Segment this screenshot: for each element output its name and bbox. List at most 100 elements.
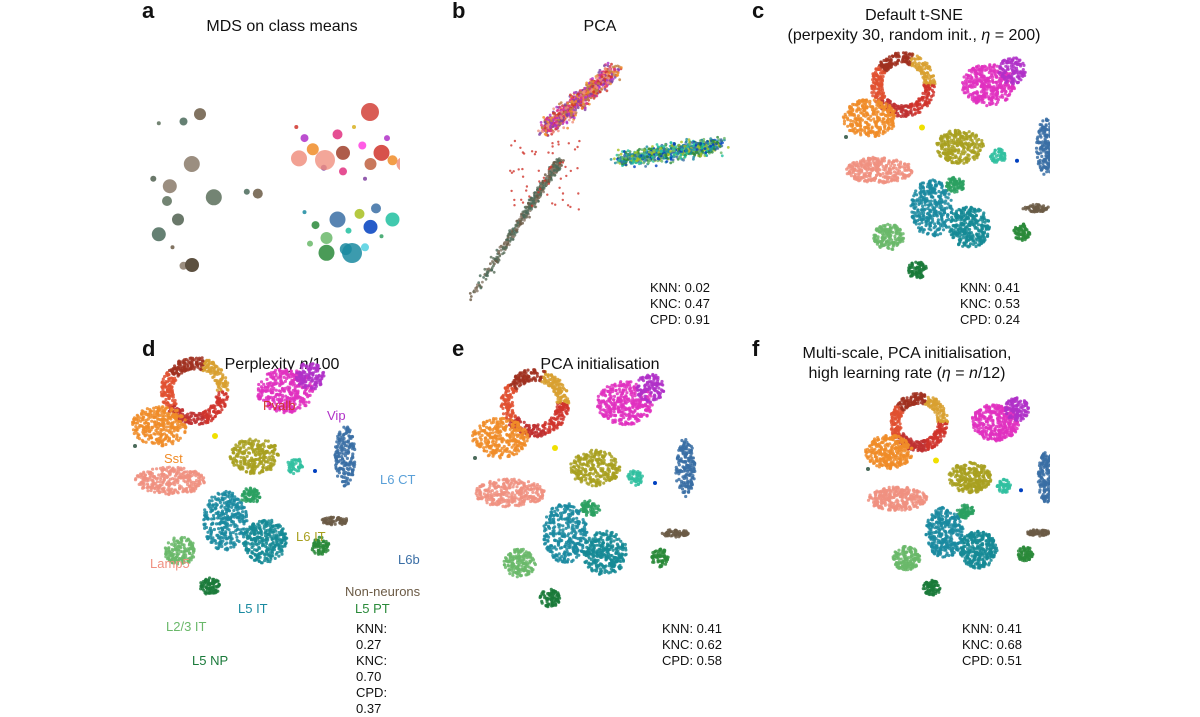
class-mean-point (291, 150, 307, 166)
class-mean-point (150, 176, 156, 182)
cell-point (962, 131, 965, 134)
cell-point (923, 217, 926, 220)
cell-point (965, 235, 968, 238)
cell-point (585, 102, 588, 105)
cell-point (526, 212, 529, 215)
cell-point (885, 172, 888, 175)
cell-point (848, 164, 851, 167)
cell-point (988, 63, 991, 66)
cell-point (557, 141, 559, 143)
cell-point (930, 75, 933, 78)
panel-c: c Default t-SNE (perpexity 30, random in… (800, 0, 1200, 337)
cell-point (937, 151, 940, 154)
cell-point (469, 292, 472, 295)
cell-point (1043, 165, 1046, 168)
cell-point (513, 199, 515, 201)
cell-point (880, 113, 883, 116)
class-mean-point (333, 129, 343, 139)
cell-point (938, 227, 941, 230)
cell-point (981, 65, 984, 68)
cell-point (576, 104, 579, 107)
cell-point (882, 172, 885, 175)
cell-point (552, 112, 555, 115)
cell-point (586, 91, 589, 94)
cell-point (891, 121, 894, 124)
cell-point (618, 78, 621, 81)
cell-point (913, 214, 916, 217)
cell-point (970, 70, 973, 73)
cell-point (872, 162, 875, 165)
cell-point (1036, 152, 1039, 155)
cell-point (546, 175, 549, 178)
cluster-l23it (872, 223, 905, 251)
cell-point (544, 126, 547, 129)
cell-point (556, 166, 559, 169)
class-mean-point (352, 125, 356, 129)
cell-point (481, 281, 484, 284)
cell-point (877, 110, 880, 113)
cluster-non-neurons (150, 108, 262, 270)
cell-point (543, 183, 546, 186)
class-mean-point (294, 125, 298, 129)
cell-point (928, 224, 931, 227)
cell-point (544, 130, 547, 133)
cell-point (554, 174, 557, 177)
cell-point (577, 93, 580, 96)
cell-point (1039, 161, 1042, 164)
cell-point (922, 231, 925, 234)
cell-point (992, 64, 995, 67)
cell-point (552, 107, 555, 110)
cell-point (928, 227, 931, 230)
cell-point (933, 206, 936, 209)
cell-point (860, 129, 863, 132)
cell-point (978, 143, 981, 146)
cell-point (944, 143, 947, 146)
cell-point (951, 233, 954, 236)
cell-point (986, 235, 989, 238)
cell-point (569, 206, 571, 208)
cell-point (996, 90, 999, 93)
cell-point (919, 186, 922, 189)
cell-point (1036, 136, 1039, 139)
cell-point (1018, 76, 1021, 79)
cell-point (951, 236, 954, 239)
cell-point (1004, 98, 1007, 101)
cell-point (867, 127, 870, 130)
cell-point (975, 101, 978, 104)
cell-point (871, 78, 874, 81)
cell-point (512, 238, 515, 241)
cell-point (1037, 141, 1040, 144)
cell-point (861, 119, 864, 122)
cell-point (566, 102, 569, 105)
class-mean-point (321, 232, 333, 244)
cell-point (576, 167, 578, 169)
cell-point (931, 220, 934, 223)
cell-point (910, 111, 913, 114)
cell-point (960, 144, 963, 147)
cell-point (510, 190, 512, 192)
cell-point (850, 106, 853, 109)
cell-point (552, 162, 555, 165)
cell-point (554, 204, 556, 206)
class-mean-point (374, 145, 390, 161)
cell-point (843, 122, 846, 125)
cell-point (888, 55, 891, 58)
cell-point (968, 209, 971, 212)
cell-point (604, 68, 607, 71)
cell-point (550, 119, 553, 122)
cell-point (633, 165, 636, 168)
cell-point (919, 57, 922, 60)
cell-point (884, 167, 887, 170)
cell-point (539, 196, 542, 199)
cell-point (595, 95, 598, 98)
cell-point (868, 100, 871, 103)
cell-point (565, 175, 567, 177)
cell-point (873, 120, 876, 123)
cell-point (903, 109, 906, 112)
cell-point (998, 71, 1001, 74)
cell-point (940, 146, 943, 149)
cell-point (609, 82, 612, 85)
class-mean-point (152, 227, 166, 241)
cell-point (581, 107, 584, 110)
cell-point (1040, 168, 1043, 171)
